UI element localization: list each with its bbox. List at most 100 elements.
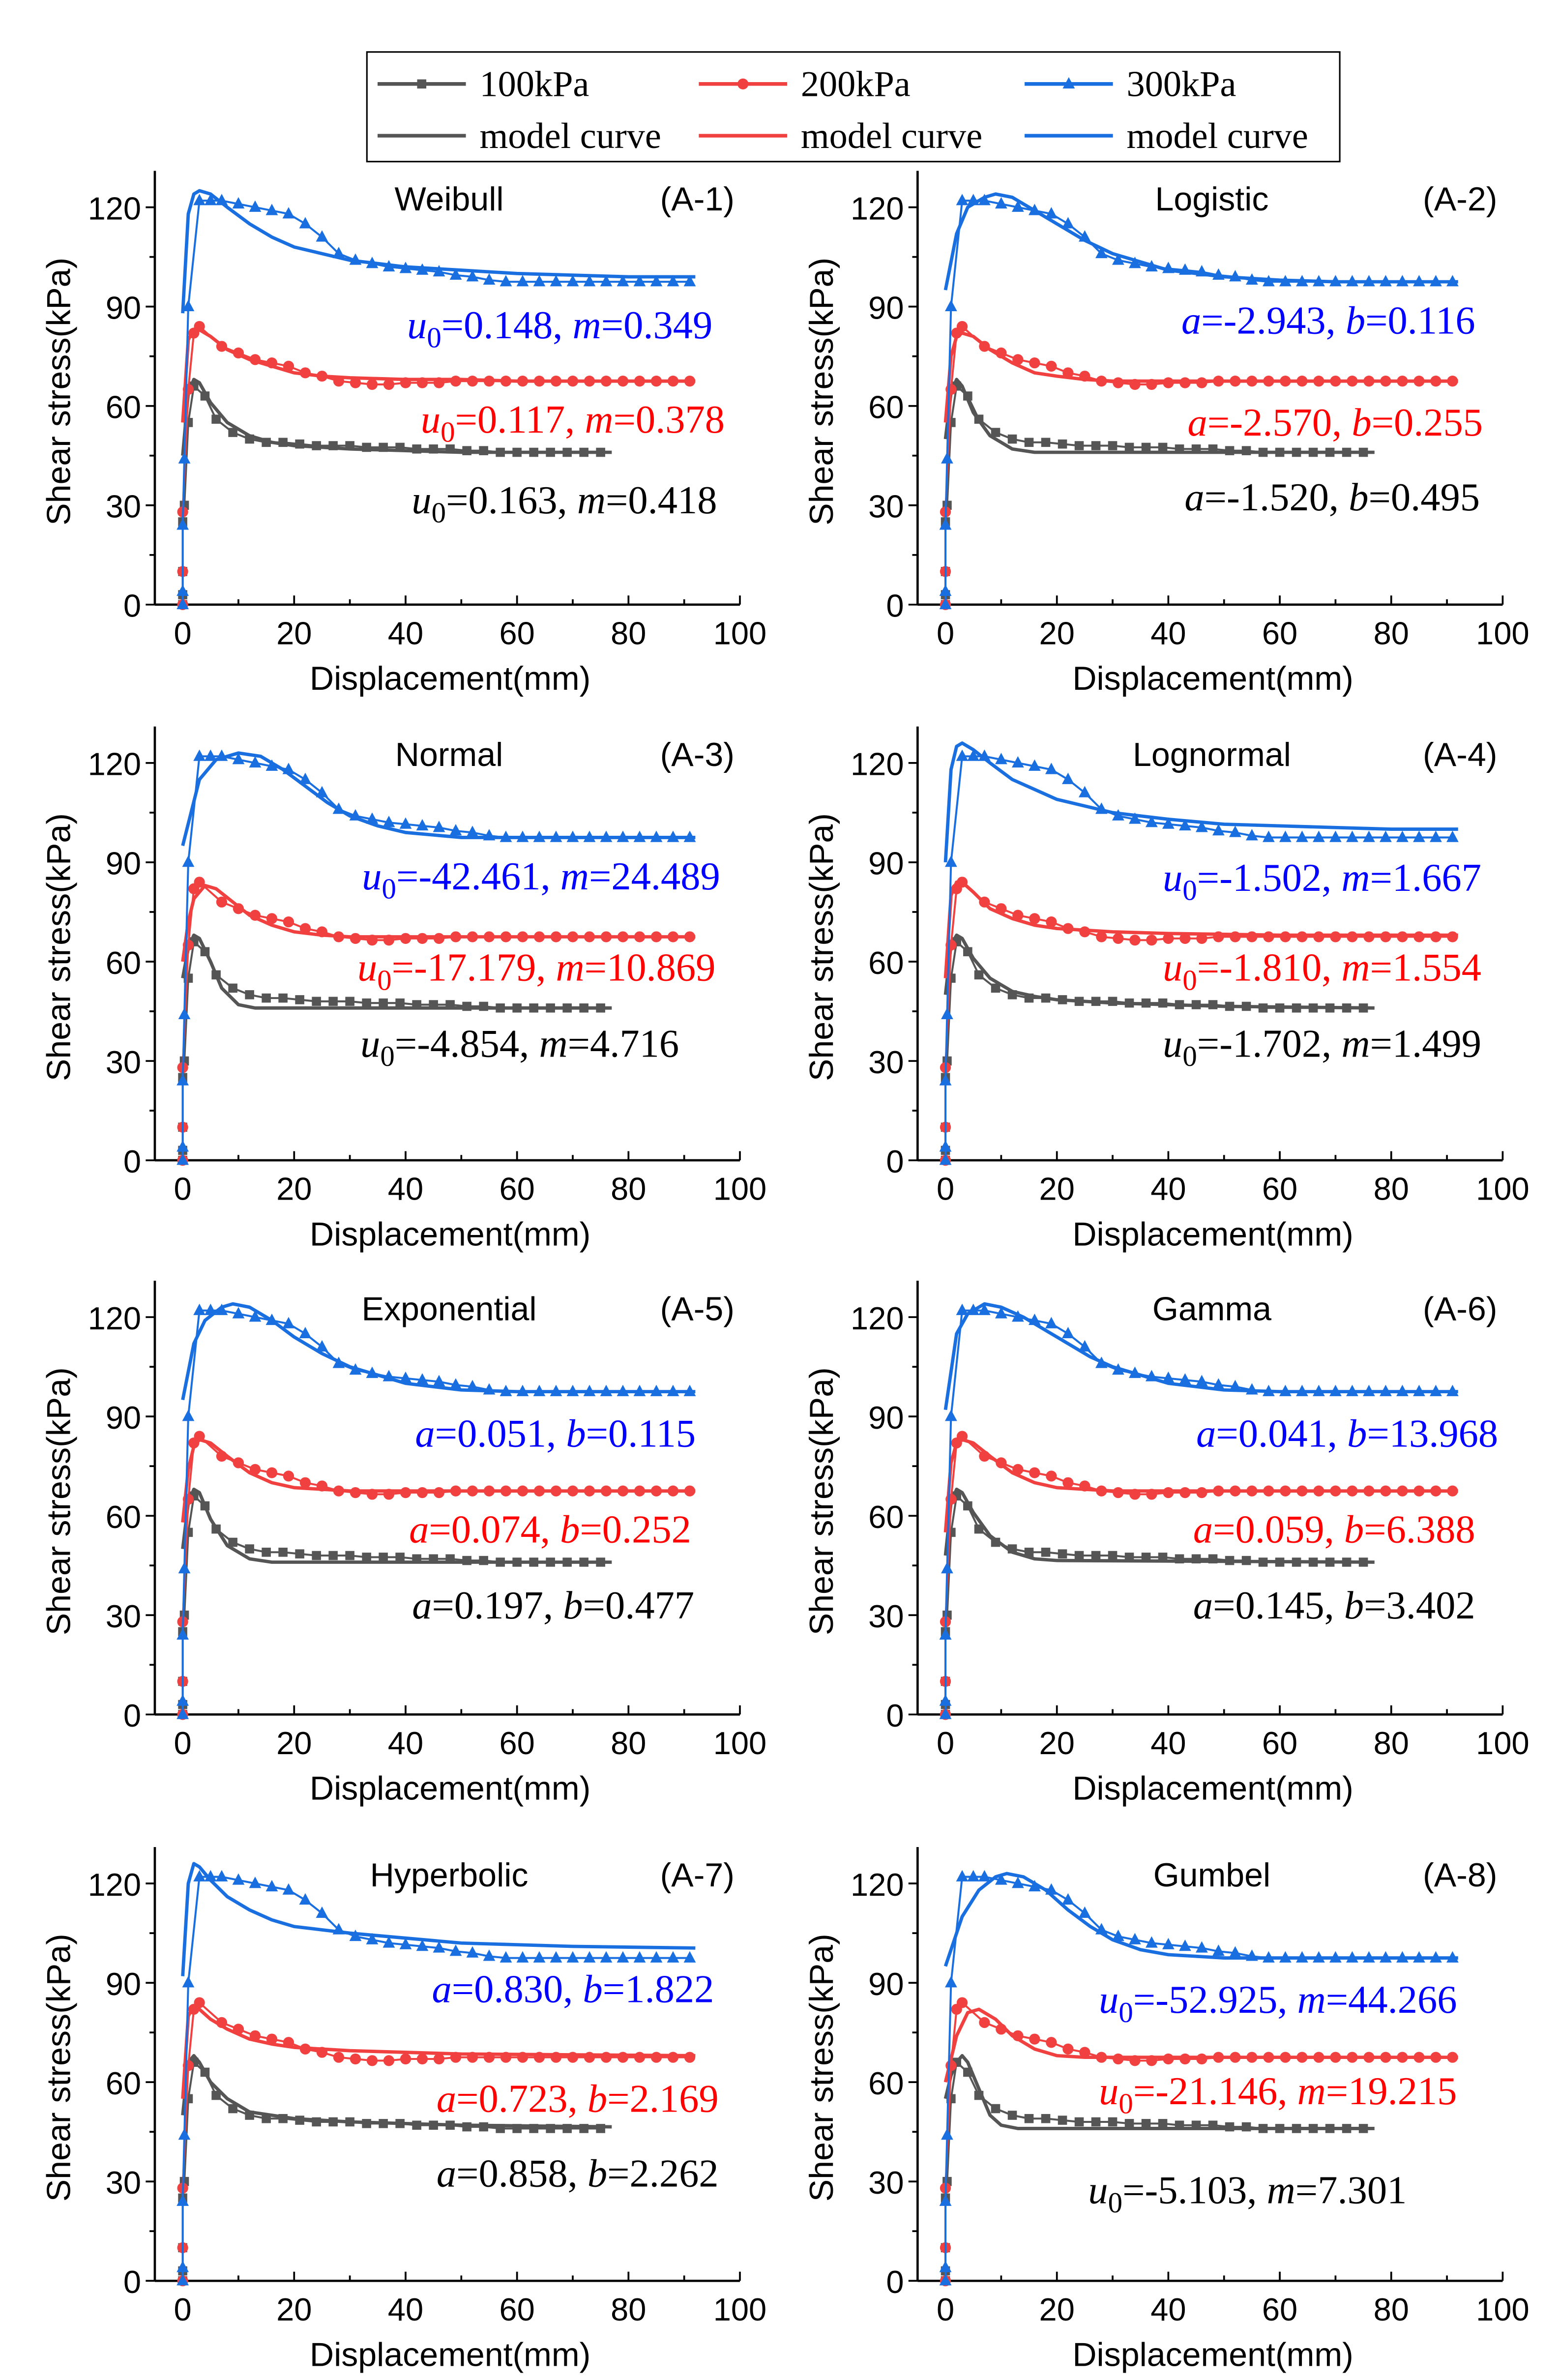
data-point bbox=[1074, 1551, 1084, 1560]
x-tick-label: 40 bbox=[388, 1725, 423, 1761]
legend-item: 300kPa bbox=[1025, 64, 1236, 105]
x-tick-label: 60 bbox=[1262, 2292, 1297, 2327]
param-symbol: a bbox=[1193, 1584, 1213, 1627]
data-point bbox=[483, 1949, 496, 1961]
param-value: =2.169 bbox=[607, 2077, 719, 2121]
param-symbol: a bbox=[409, 1507, 429, 1551]
data-point bbox=[1124, 2119, 1134, 2128]
data-point bbox=[991, 2104, 1000, 2114]
x-tick-label: 60 bbox=[499, 1171, 534, 1207]
data-point bbox=[1313, 830, 1325, 842]
data-point bbox=[617, 1951, 629, 1963]
data-point bbox=[1196, 1375, 1208, 1386]
data-point bbox=[283, 1470, 294, 1482]
param-value: =-5.103, bbox=[1122, 2168, 1267, 2212]
data-point bbox=[1062, 2043, 1074, 2055]
x-tick-label: 0 bbox=[174, 1725, 192, 1761]
fit-parameters-black: u0=-4.854, m=4.716 bbox=[360, 1022, 679, 1073]
data-point bbox=[245, 990, 254, 999]
data-point bbox=[382, 1936, 395, 1948]
y-tick-label: 120 bbox=[88, 746, 141, 782]
data-point bbox=[395, 998, 405, 1008]
data-point bbox=[1196, 821, 1208, 832]
legend-item: model curve bbox=[1025, 116, 1308, 156]
series-300kPa bbox=[176, 749, 696, 1165]
data-point bbox=[967, 749, 980, 761]
param-symbol: a bbox=[1193, 1507, 1213, 1551]
param-subscript: 0 bbox=[377, 964, 391, 996]
data-point bbox=[379, 1553, 388, 1562]
x-tick-label: 100 bbox=[1476, 1725, 1529, 1761]
data-point bbox=[266, 913, 278, 924]
param-value: =0.858, bbox=[456, 2151, 588, 2195]
y-tick-label: 0 bbox=[123, 2264, 141, 2300]
data-point bbox=[1196, 1941, 1208, 1953]
data-point bbox=[433, 264, 445, 277]
y-axis-label: Shear stress(kPa) bbox=[803, 258, 840, 526]
data-point bbox=[466, 1946, 479, 1958]
data-point bbox=[395, 1553, 405, 1562]
param-symbol: m bbox=[585, 398, 613, 441]
param-value: =-1.502, bbox=[1197, 856, 1342, 900]
data-point bbox=[449, 824, 462, 836]
data-point bbox=[1124, 442, 1134, 452]
data-point bbox=[228, 428, 237, 437]
data-point bbox=[1091, 1551, 1101, 1560]
y-axis-label: Shear stress(kPa) bbox=[40, 258, 77, 526]
y-tick-label: 60 bbox=[868, 1499, 904, 1535]
data-point bbox=[939, 584, 952, 596]
param-symbol: b bbox=[566, 1411, 586, 1455]
data-point bbox=[533, 275, 546, 287]
param-symbol: a bbox=[1188, 401, 1207, 444]
data-point bbox=[193, 1303, 206, 1315]
legend-label: 300kPa bbox=[1127, 64, 1236, 105]
x-tick-label: 0 bbox=[937, 1725, 954, 1761]
data-point bbox=[500, 275, 512, 287]
param-value: =0.074, bbox=[429, 1507, 560, 1551]
data-point bbox=[1279, 830, 1292, 842]
param-symbol: b bbox=[583, 1968, 603, 2011]
data-point bbox=[211, 414, 221, 424]
data-point bbox=[316, 230, 328, 242]
data-point bbox=[1061, 217, 1074, 229]
panel-title: Hyperbolic bbox=[370, 1856, 529, 1894]
data-point bbox=[956, 1303, 969, 1315]
data-point bbox=[583, 1951, 596, 1963]
data-point bbox=[228, 983, 237, 993]
data-point bbox=[1046, 2037, 1057, 2048]
param-value: =6.388 bbox=[1364, 1507, 1475, 1551]
x-tick-label: 40 bbox=[1150, 1171, 1186, 1207]
x-tick-label: 80 bbox=[611, 615, 646, 651]
data-point bbox=[1113, 933, 1124, 944]
y-tick-label: 30 bbox=[868, 1044, 904, 1080]
param-symbol: b bbox=[563, 1584, 583, 1627]
data-point bbox=[978, 194, 991, 206]
data-point bbox=[176, 1074, 189, 1086]
param-value: =0.349 bbox=[601, 303, 713, 347]
data-point bbox=[600, 1951, 613, 1963]
data-point bbox=[1363, 830, 1375, 842]
data-point bbox=[583, 275, 596, 287]
param-value: =1.499 bbox=[1370, 1022, 1482, 1066]
panel-3: 0 20 40 60 80 100 0 30 60 90 120 Displacement(mm) Sh… bbox=[40, 726, 766, 1253]
panel-tag: (A-8) bbox=[1423, 1856, 1497, 1894]
data-point bbox=[600, 275, 613, 287]
model-curve-100kPa bbox=[181, 378, 612, 456]
param-subscript: 0 bbox=[1108, 2187, 1122, 2219]
y-tick-label: 120 bbox=[851, 1867, 904, 1903]
data-point bbox=[1108, 1551, 1118, 1560]
data-point bbox=[939, 2261, 952, 2272]
data-point bbox=[516, 275, 529, 287]
x-tick-label: 40 bbox=[388, 615, 423, 651]
data-point bbox=[650, 1951, 663, 1963]
x-tick-label: 20 bbox=[1039, 615, 1075, 651]
y-tick-label: 90 bbox=[106, 1400, 141, 1436]
data-point bbox=[1212, 1378, 1225, 1390]
data-point bbox=[550, 275, 562, 287]
data-point bbox=[944, 1410, 957, 1421]
param-symbol: u bbox=[362, 854, 382, 898]
x-tick-label: 100 bbox=[1476, 1171, 1529, 1207]
x-axis-label: Displacement(mm) bbox=[310, 1770, 590, 1807]
param-value: =1.554 bbox=[1370, 946, 1482, 990]
data-point bbox=[1246, 931, 1258, 942]
